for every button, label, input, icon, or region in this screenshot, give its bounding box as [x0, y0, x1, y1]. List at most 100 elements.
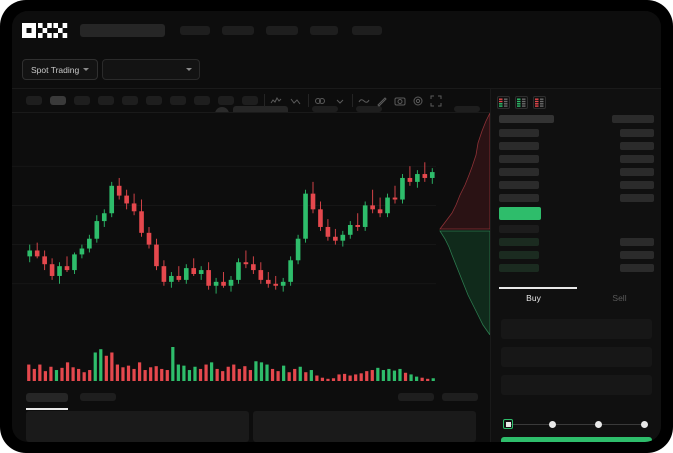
fullscreen-icon[interactable]	[430, 95, 442, 107]
orderbook-bid-row[interactable]	[491, 238, 661, 246]
timeframe-button-5[interactable]	[122, 96, 138, 105]
orderbook-spread-price	[499, 207, 541, 220]
orderbook-bid-row[interactable]	[491, 251, 661, 259]
volume-chart-panel	[12, 335, 490, 387]
total-field[interactable]	[501, 375, 652, 395]
price-field[interactable]	[501, 319, 652, 339]
orders-content-panels	[12, 411, 490, 442]
timeframe-button-1[interactable]	[26, 96, 42, 105]
app-screen: Spot Trading	[12, 11, 661, 442]
nav-item-3[interactable]	[266, 26, 298, 35]
orderbook-ask-row[interactable]	[491, 181, 661, 189]
ask-size	[620, 142, 654, 150]
trading-pair-select[interactable]	[102, 59, 200, 80]
ask-size	[620, 194, 654, 202]
orders-action-2[interactable]	[442, 393, 478, 401]
search-input[interactable]	[80, 24, 165, 37]
spot-trading-mode-button[interactable]: Spot Trading	[22, 59, 99, 80]
bid-price	[499, 251, 539, 259]
bid-price	[499, 238, 539, 246]
orderbook-header-row	[491, 115, 661, 123]
order-entry-form	[491, 315, 661, 411]
orderbook-asks-icon[interactable]	[533, 96, 546, 109]
nav-item-1[interactable]	[180, 26, 210, 35]
chart-type-icon[interactable]	[290, 95, 302, 107]
orderbook-trade-column: Buy Sell	[490, 89, 661, 442]
timeframe-button-8[interactable]	[194, 96, 210, 105]
chevron-down-icon[interactable]	[334, 95, 346, 107]
stepper-dot-4[interactable]	[641, 420, 648, 428]
nav-item-4[interactable]	[310, 26, 338, 35]
active-side-indicator	[499, 287, 577, 289]
stat-label	[454, 106, 480, 112]
orderbook-ask-row[interactable]	[491, 194, 661, 202]
line-chart-icon[interactable]	[358, 95, 370, 107]
amount-percent-stepper[interactable]	[503, 419, 651, 429]
tab-order-history[interactable]	[80, 393, 116, 401]
tab-buy[interactable]: Buy	[526, 293, 541, 303]
orderbook-bids-icon[interactable]	[515, 96, 528, 109]
orderbook[interactable]	[491, 115, 661, 285]
orders-panel-left	[26, 411, 249, 442]
ask-size	[620, 181, 654, 189]
bid-price	[499, 264, 539, 272]
okx-logo[interactable]	[22, 23, 68, 38]
orderbook-bid-row[interactable]	[491, 264, 661, 272]
volume-bar-chart	[27, 347, 435, 381]
ask-size	[620, 129, 654, 137]
price-chart-panel[interactable]	[12, 113, 490, 335]
chart-toolbar	[12, 89, 490, 113]
orderbook-price-header	[499, 115, 554, 123]
candlestick-chart	[12, 162, 436, 294]
ask-price	[499, 194, 539, 202]
bid-size	[620, 238, 654, 246]
stepper-dot-3[interactable]	[595, 420, 602, 428]
market-subheader: Spot Trading	[12, 49, 661, 122]
orderbook-bid-row[interactable]	[491, 225, 661, 233]
ask-price	[499, 168, 539, 176]
toolbar-divider	[352, 94, 353, 107]
camera-icon[interactable]	[394, 95, 406, 107]
timeframe-button-7[interactable]	[170, 96, 186, 105]
nav-item-5[interactable]	[352, 26, 382, 35]
settings-gear-icon[interactable]	[412, 95, 424, 107]
tab-sell[interactable]: Sell	[612, 293, 627, 303]
submit-order-button[interactable]	[501, 437, 652, 442]
orderbook-ask-row[interactable]	[491, 168, 661, 176]
ask-price	[499, 142, 539, 150]
orderbook-ask-row[interactable]	[491, 142, 661, 150]
amount-field[interactable]	[501, 347, 652, 367]
top-navigation-bar	[12, 11, 661, 49]
ask-price	[499, 181, 539, 189]
ask-price	[499, 155, 539, 163]
stepper-dot-2[interactable]	[549, 420, 556, 428]
orders-action-1[interactable]	[398, 393, 434, 401]
market-depth-overlay	[439, 113, 490, 335]
drawing-tool-icon[interactable]	[376, 95, 388, 107]
timeframe-button-4[interactable]	[98, 96, 114, 105]
orderbook-ask-row[interactable]	[491, 129, 661, 137]
orderbook-ask-row[interactable]	[491, 155, 661, 163]
indicators-icon[interactable]	[270, 95, 282, 107]
bid-price	[499, 225, 539, 233]
timeframe-button-2[interactable]	[50, 96, 66, 105]
nav-item-2[interactable]	[222, 26, 254, 35]
stat-label	[356, 106, 382, 112]
orderbook-size-header	[612, 115, 654, 123]
orders-panel-right	[253, 411, 476, 442]
orderbook-both-icon[interactable]	[497, 96, 510, 109]
chevron-down-icon	[186, 68, 192, 71]
chevron-down-icon	[83, 68, 90, 71]
ask-size	[620, 168, 654, 176]
spot-trading-label: Spot Trading	[31, 64, 80, 75]
tab-open-orders[interactable]	[26, 393, 68, 402]
timeframe-button-3[interactable]	[74, 96, 90, 105]
stepper-handle-active[interactable]	[503, 419, 513, 429]
buy-sell-tabs: Buy Sell	[491, 287, 661, 313]
timeframe-button-9[interactable]	[218, 96, 234, 105]
timeframe-button-10[interactable]	[242, 96, 258, 105]
ask-size	[620, 155, 654, 163]
timeframe-button-6[interactable]	[146, 96, 162, 105]
compare-icon[interactable]	[314, 95, 326, 107]
